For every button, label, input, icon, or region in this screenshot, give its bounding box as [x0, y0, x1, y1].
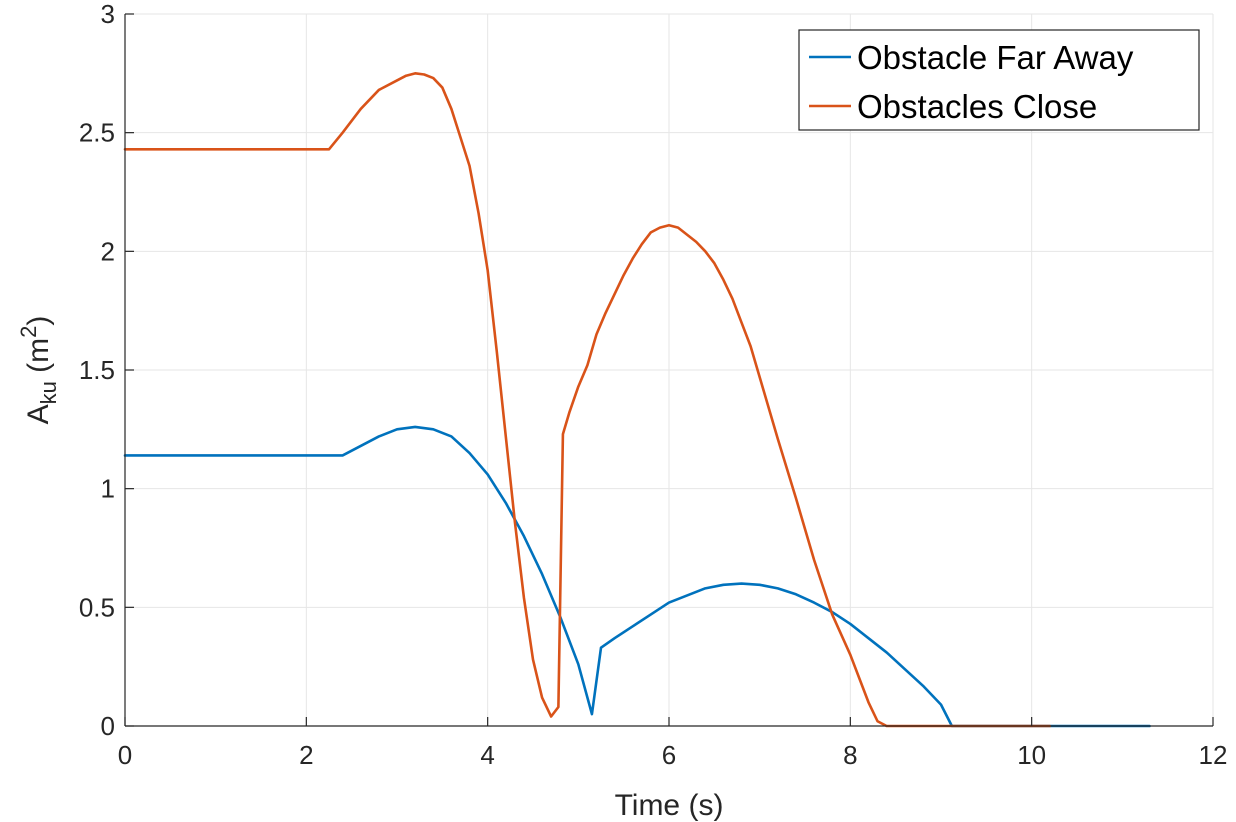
legend-label-0: Obstacle Far Away — [857, 39, 1134, 76]
x-axis-label: Time (s) — [615, 789, 724, 822]
tick-labels: 0 2 4 6 8 10 12 0 0.5 1 1.5 2 2.5 3 — [79, 0, 1228, 770]
series-line-0 — [123, 425, 1151, 728]
x-tick-label-6: 12 — [1199, 740, 1228, 770]
legend-label-1: Obstacles Close — [857, 88, 1097, 125]
series-line-1 — [123, 72, 1052, 728]
axes — [124, 13, 1214, 727]
grid — [124, 13, 1214, 727]
x-tick-label-5: 10 — [1017, 740, 1046, 770]
y-tick-label-1: 0.5 — [79, 592, 115, 622]
y-tick-label-0: 0 — [101, 711, 115, 741]
y-axis-label-subscript: ku — [36, 381, 61, 404]
y-tick-label-4: 2 — [101, 236, 115, 266]
x-tick-label-4: 8 — [843, 740, 857, 770]
y-axis-label-base: A — [22, 404, 55, 424]
y-axis-label-superscript: 2 — [16, 326, 41, 338]
series-lines — [123, 72, 1151, 728]
y-tick-label-2: 1 — [101, 474, 115, 504]
x-tick-label-2: 4 — [480, 740, 494, 770]
y-axis-label-unit-prefix: (m — [22, 338, 55, 381]
y-axis-label-unit-suffix: ) — [22, 316, 55, 326]
y-axis-label: Aku (m2) — [16, 316, 61, 425]
legend: Obstacle Far Away Obstacles Close — [798, 29, 1200, 131]
y-tick-label-3: 1.5 — [79, 355, 115, 385]
y-tick-label-6: 3 — [101, 0, 115, 29]
legend-box — [798, 29, 1200, 131]
y-tick-label-5: 2.5 — [79, 118, 115, 148]
x-tick-label-3: 6 — [662, 740, 676, 770]
x-tick-label-1: 2 — [299, 740, 313, 770]
x-tick-label-0: 0 — [118, 740, 132, 770]
